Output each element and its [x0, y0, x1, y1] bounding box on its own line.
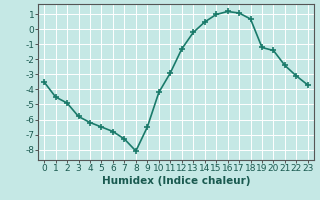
X-axis label: Humidex (Indice chaleur): Humidex (Indice chaleur) [102, 176, 250, 186]
